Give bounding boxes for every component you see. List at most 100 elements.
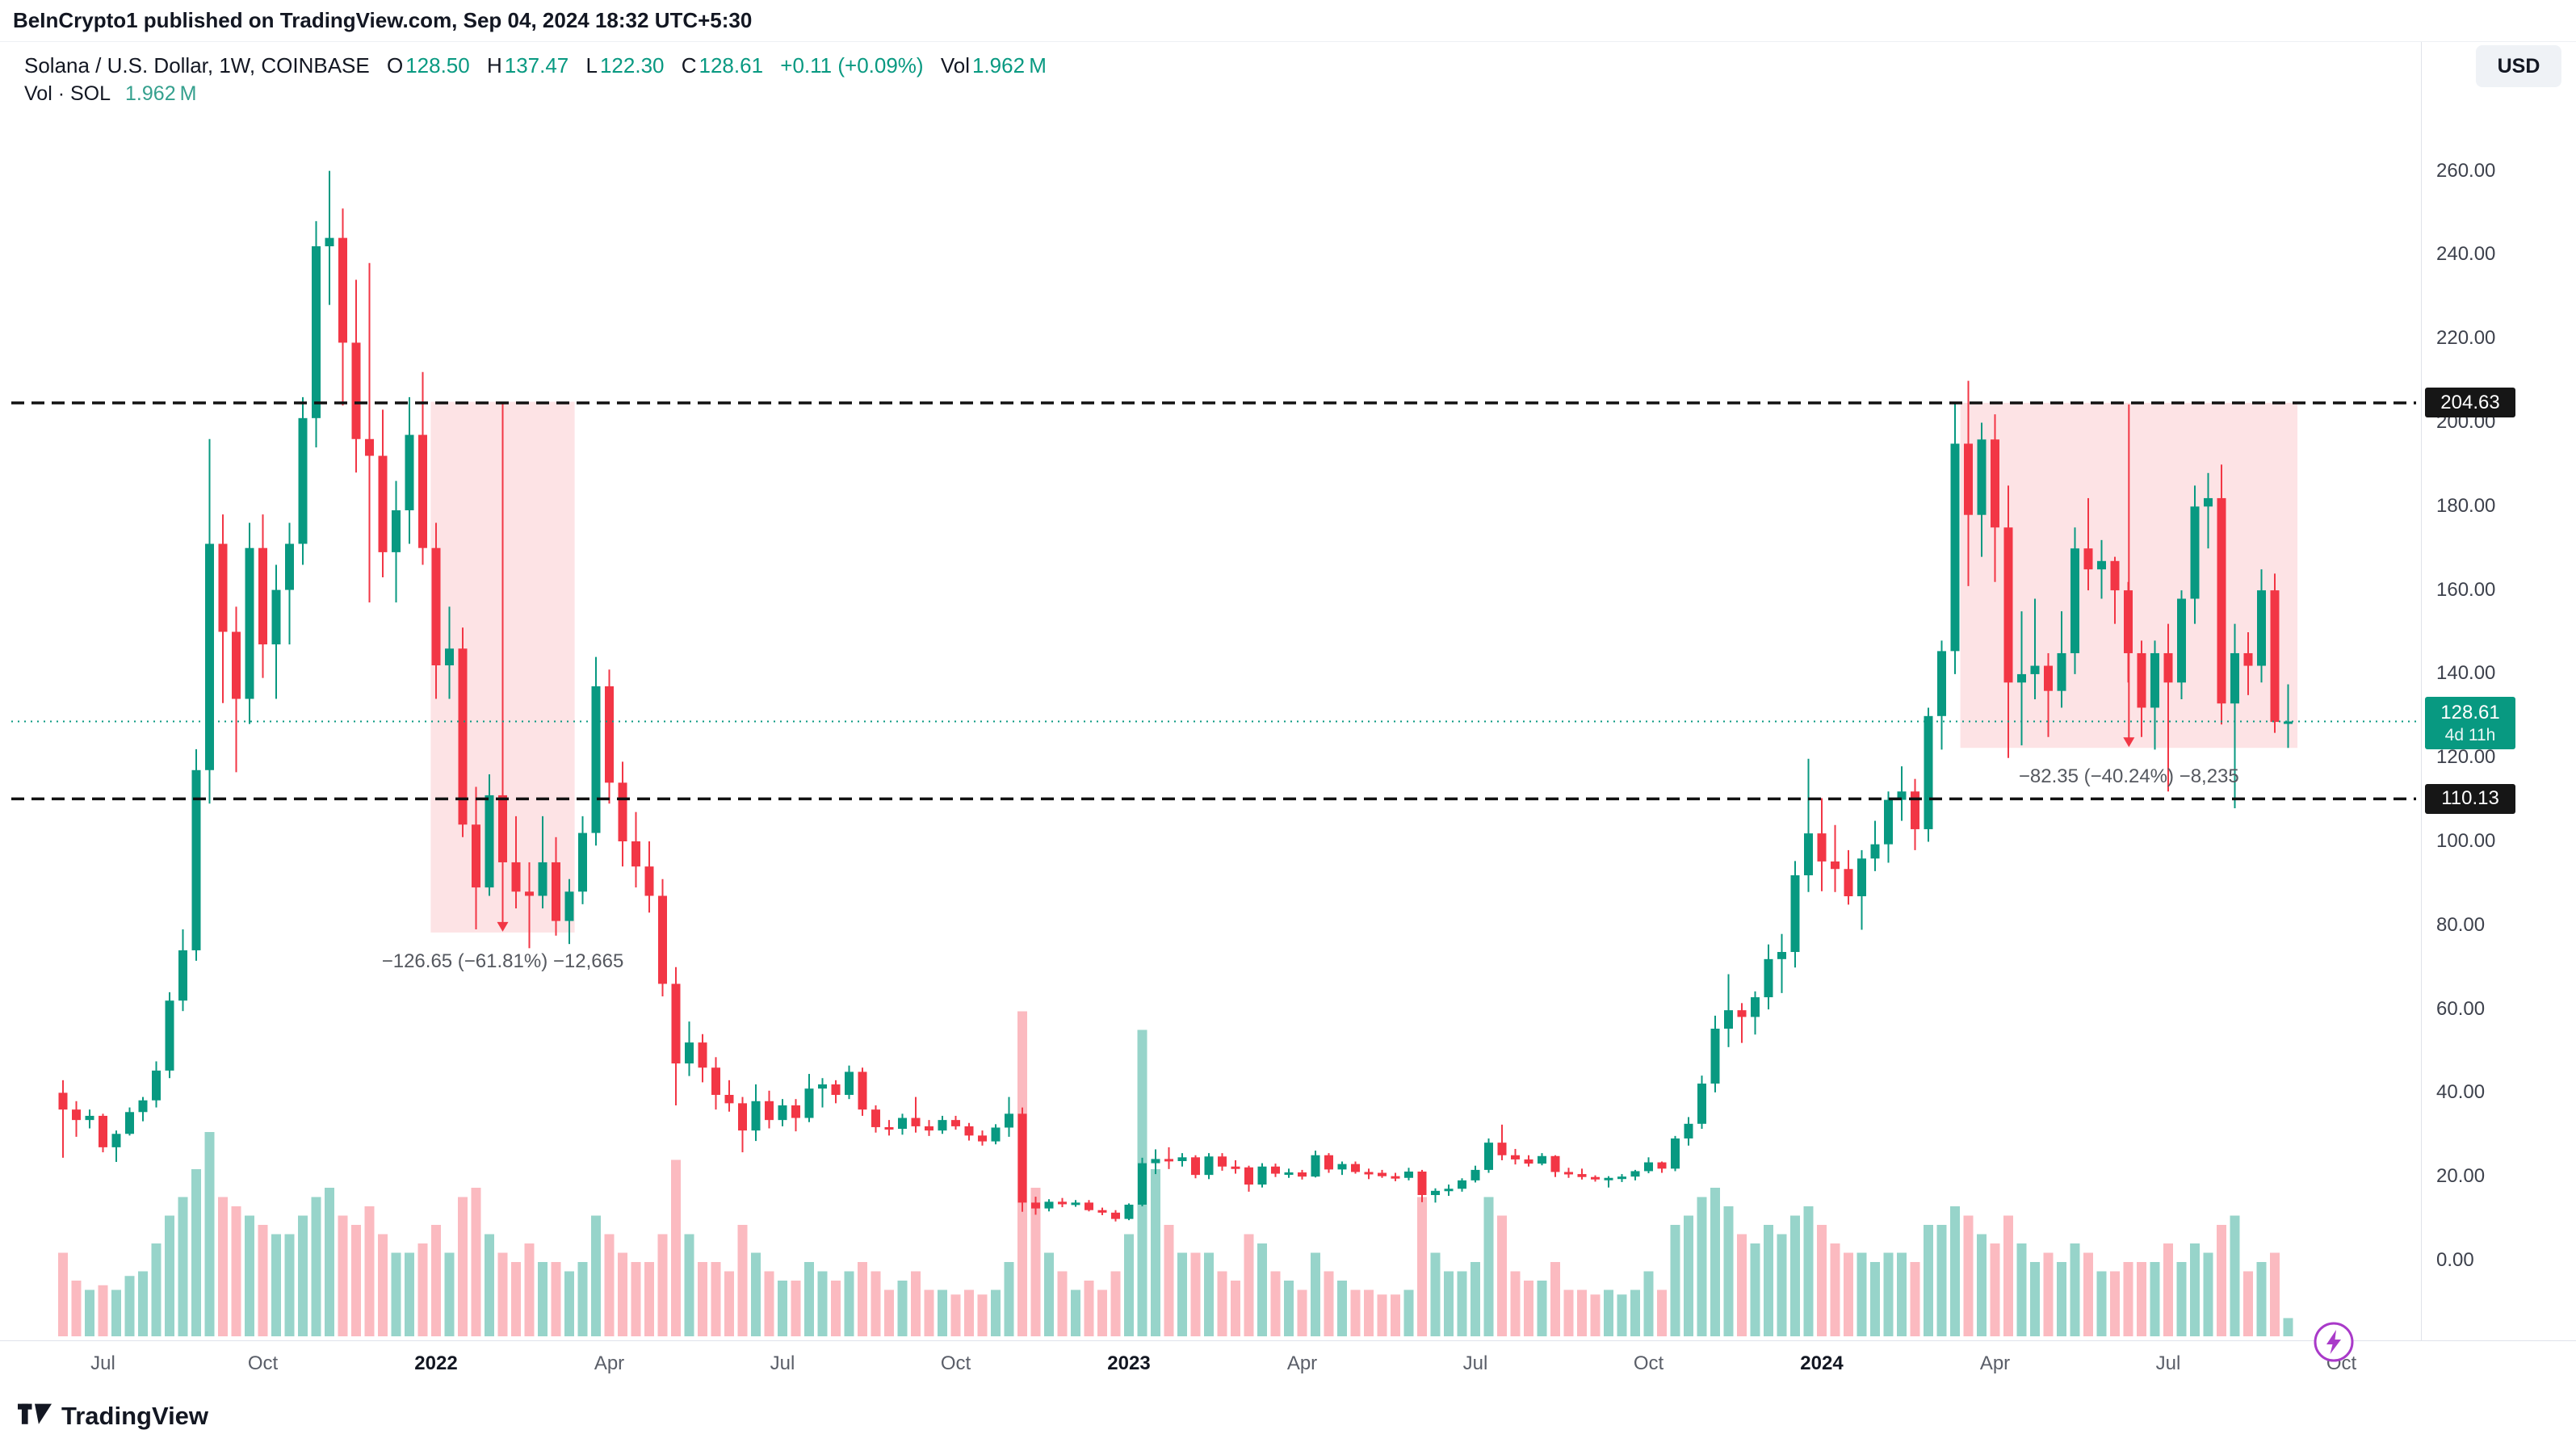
candle-body <box>578 832 587 892</box>
candle-body <box>312 246 321 418</box>
price-axis[interactable]: 204.63 110.13 128.61 4d 11h 260.00 240.00… <box>2422 42 2576 1340</box>
price-tick-label: 100.00 <box>2436 830 2496 852</box>
candle-body <box>791 1105 800 1118</box>
volume-bar <box>271 1234 281 1336</box>
volume-bar <box>2150 1262 2160 1336</box>
volume-bar <box>1457 1271 1467 1336</box>
candle-body <box>232 631 241 699</box>
volume-bar <box>991 1289 1001 1336</box>
candle-body <box>618 782 627 841</box>
time-axis-month-label: Apr <box>1286 1352 1318 1374</box>
candle-body <box>1138 1163 1147 1205</box>
candle-body <box>1177 1157 1187 1161</box>
volume-bar <box>1364 1289 1374 1336</box>
candle-body <box>1857 858 1866 896</box>
price-tick-label: 40.00 <box>2436 1081 2486 1104</box>
volume-bar <box>657 1234 668 1336</box>
candle-body <box>2017 673 2026 683</box>
volume-bar <box>591 1215 601 1336</box>
volume-bar <box>1643 1271 1654 1336</box>
candle-body <box>1191 1157 1200 1176</box>
volume-bar <box>1936 1225 1947 1336</box>
candle-body <box>431 547 441 666</box>
price-tick-label: 260.00 <box>2436 159 2496 182</box>
volume-bar <box>1990 1243 2000 1336</box>
time-axis-year-label: 2023 <box>1107 1352 1151 1374</box>
volume-value: 1.962 M <box>971 53 1047 78</box>
price-tick-label: 120.00 <box>2436 746 2496 769</box>
volume-bar <box>1710 1188 1720 1336</box>
candle-body <box>2003 527 2013 683</box>
time-axis-month-label: Oct <box>940 1352 971 1374</box>
candle-body <box>978 1135 987 1142</box>
candle-body <box>1458 1180 1466 1189</box>
measure-arrow-head <box>497 921 509 932</box>
candle-body <box>1924 715 1933 829</box>
volume-bar <box>85 1289 94 1336</box>
candle-body <box>2097 560 2106 570</box>
volume-bar <box>564 1271 574 1336</box>
candle-body <box>964 1126 974 1136</box>
candle-body <box>1378 1172 1387 1176</box>
volume-bar <box>111 1289 121 1336</box>
time-axis[interactable]: Jul Oct 2022 Apr Jul Oct 2023 Apr Jul Oct 2024 Apr J… <box>0 1341 2576 1393</box>
volume-bar <box>1563 1289 1574 1336</box>
volume-bar <box>178 1197 188 1336</box>
candle-body <box>1577 1174 1587 1177</box>
candle-body <box>138 1100 148 1113</box>
candle-body <box>1964 443 1973 515</box>
volume-bar <box>631 1262 641 1336</box>
candle-body <box>2243 652 2253 666</box>
candle-body <box>1737 1010 1747 1017</box>
price-tick-label: 160.00 <box>2436 578 2496 601</box>
lightning-icon[interactable] <box>2311 1319 2356 1365</box>
candle-body <box>671 983 681 1064</box>
volume-bar <box>938 1289 947 1336</box>
candle-body <box>711 1067 720 1095</box>
tradingview-footer[interactable]: TradingView <box>18 1402 208 1431</box>
price-tick-label: 220.00 <box>2436 327 2496 350</box>
candle-body <box>418 434 427 548</box>
volume-bar <box>1604 1289 1613 1336</box>
measure-label-2: −82.35 (−40.24%) −8,235 <box>2018 765 2239 788</box>
candle-body <box>1831 861 1840 870</box>
volume-bar <box>258 1225 268 1336</box>
candle-body <box>1697 1083 1706 1124</box>
volume-bar <box>138 1271 148 1336</box>
volume-legend: Vol · SOL 1.962 M <box>24 82 196 106</box>
candle-body <box>2070 548 2079 653</box>
volume-bar <box>1817 1225 1827 1336</box>
volume-bar <box>1217 1271 1227 1336</box>
volume-bar <box>1803 1206 1814 1336</box>
candle-body <box>511 862 521 892</box>
currency-toggle-button[interactable]: USD <box>2476 45 2561 87</box>
volume-bar <box>884 1289 894 1336</box>
candle-body <box>338 237 347 343</box>
candle-body <box>2137 652 2146 708</box>
volume-bar <box>1977 1234 1987 1336</box>
volume-bar <box>871 1271 881 1336</box>
open-label: O <box>386 53 404 78</box>
candle-body <box>1710 1028 1720 1084</box>
volume-bar <box>577 1262 588 1336</box>
volume-bar <box>71 1281 82 1336</box>
volume-bar <box>2243 1271 2253 1336</box>
volume-bar <box>325 1188 334 1336</box>
candle-body <box>1031 1202 1040 1209</box>
candle-body <box>1764 958 1773 998</box>
candle-body <box>1911 791 1919 829</box>
volume-bar <box>764 1271 774 1336</box>
candle-body <box>1484 1143 1493 1170</box>
candle-body <box>1417 1171 1427 1196</box>
candle-body <box>1431 1190 1440 1196</box>
volume-bar <box>1391 1294 1400 1336</box>
candle-body <box>991 1127 1001 1142</box>
candle-body <box>1337 1164 1347 1170</box>
candle-body <box>698 1042 707 1068</box>
volume-bar <box>1550 1262 1560 1336</box>
candle-body <box>2257 590 2266 666</box>
candle-body <box>2124 590 2133 653</box>
volume-bar <box>2203 1252 2213 1336</box>
candle-body <box>845 1071 854 1095</box>
